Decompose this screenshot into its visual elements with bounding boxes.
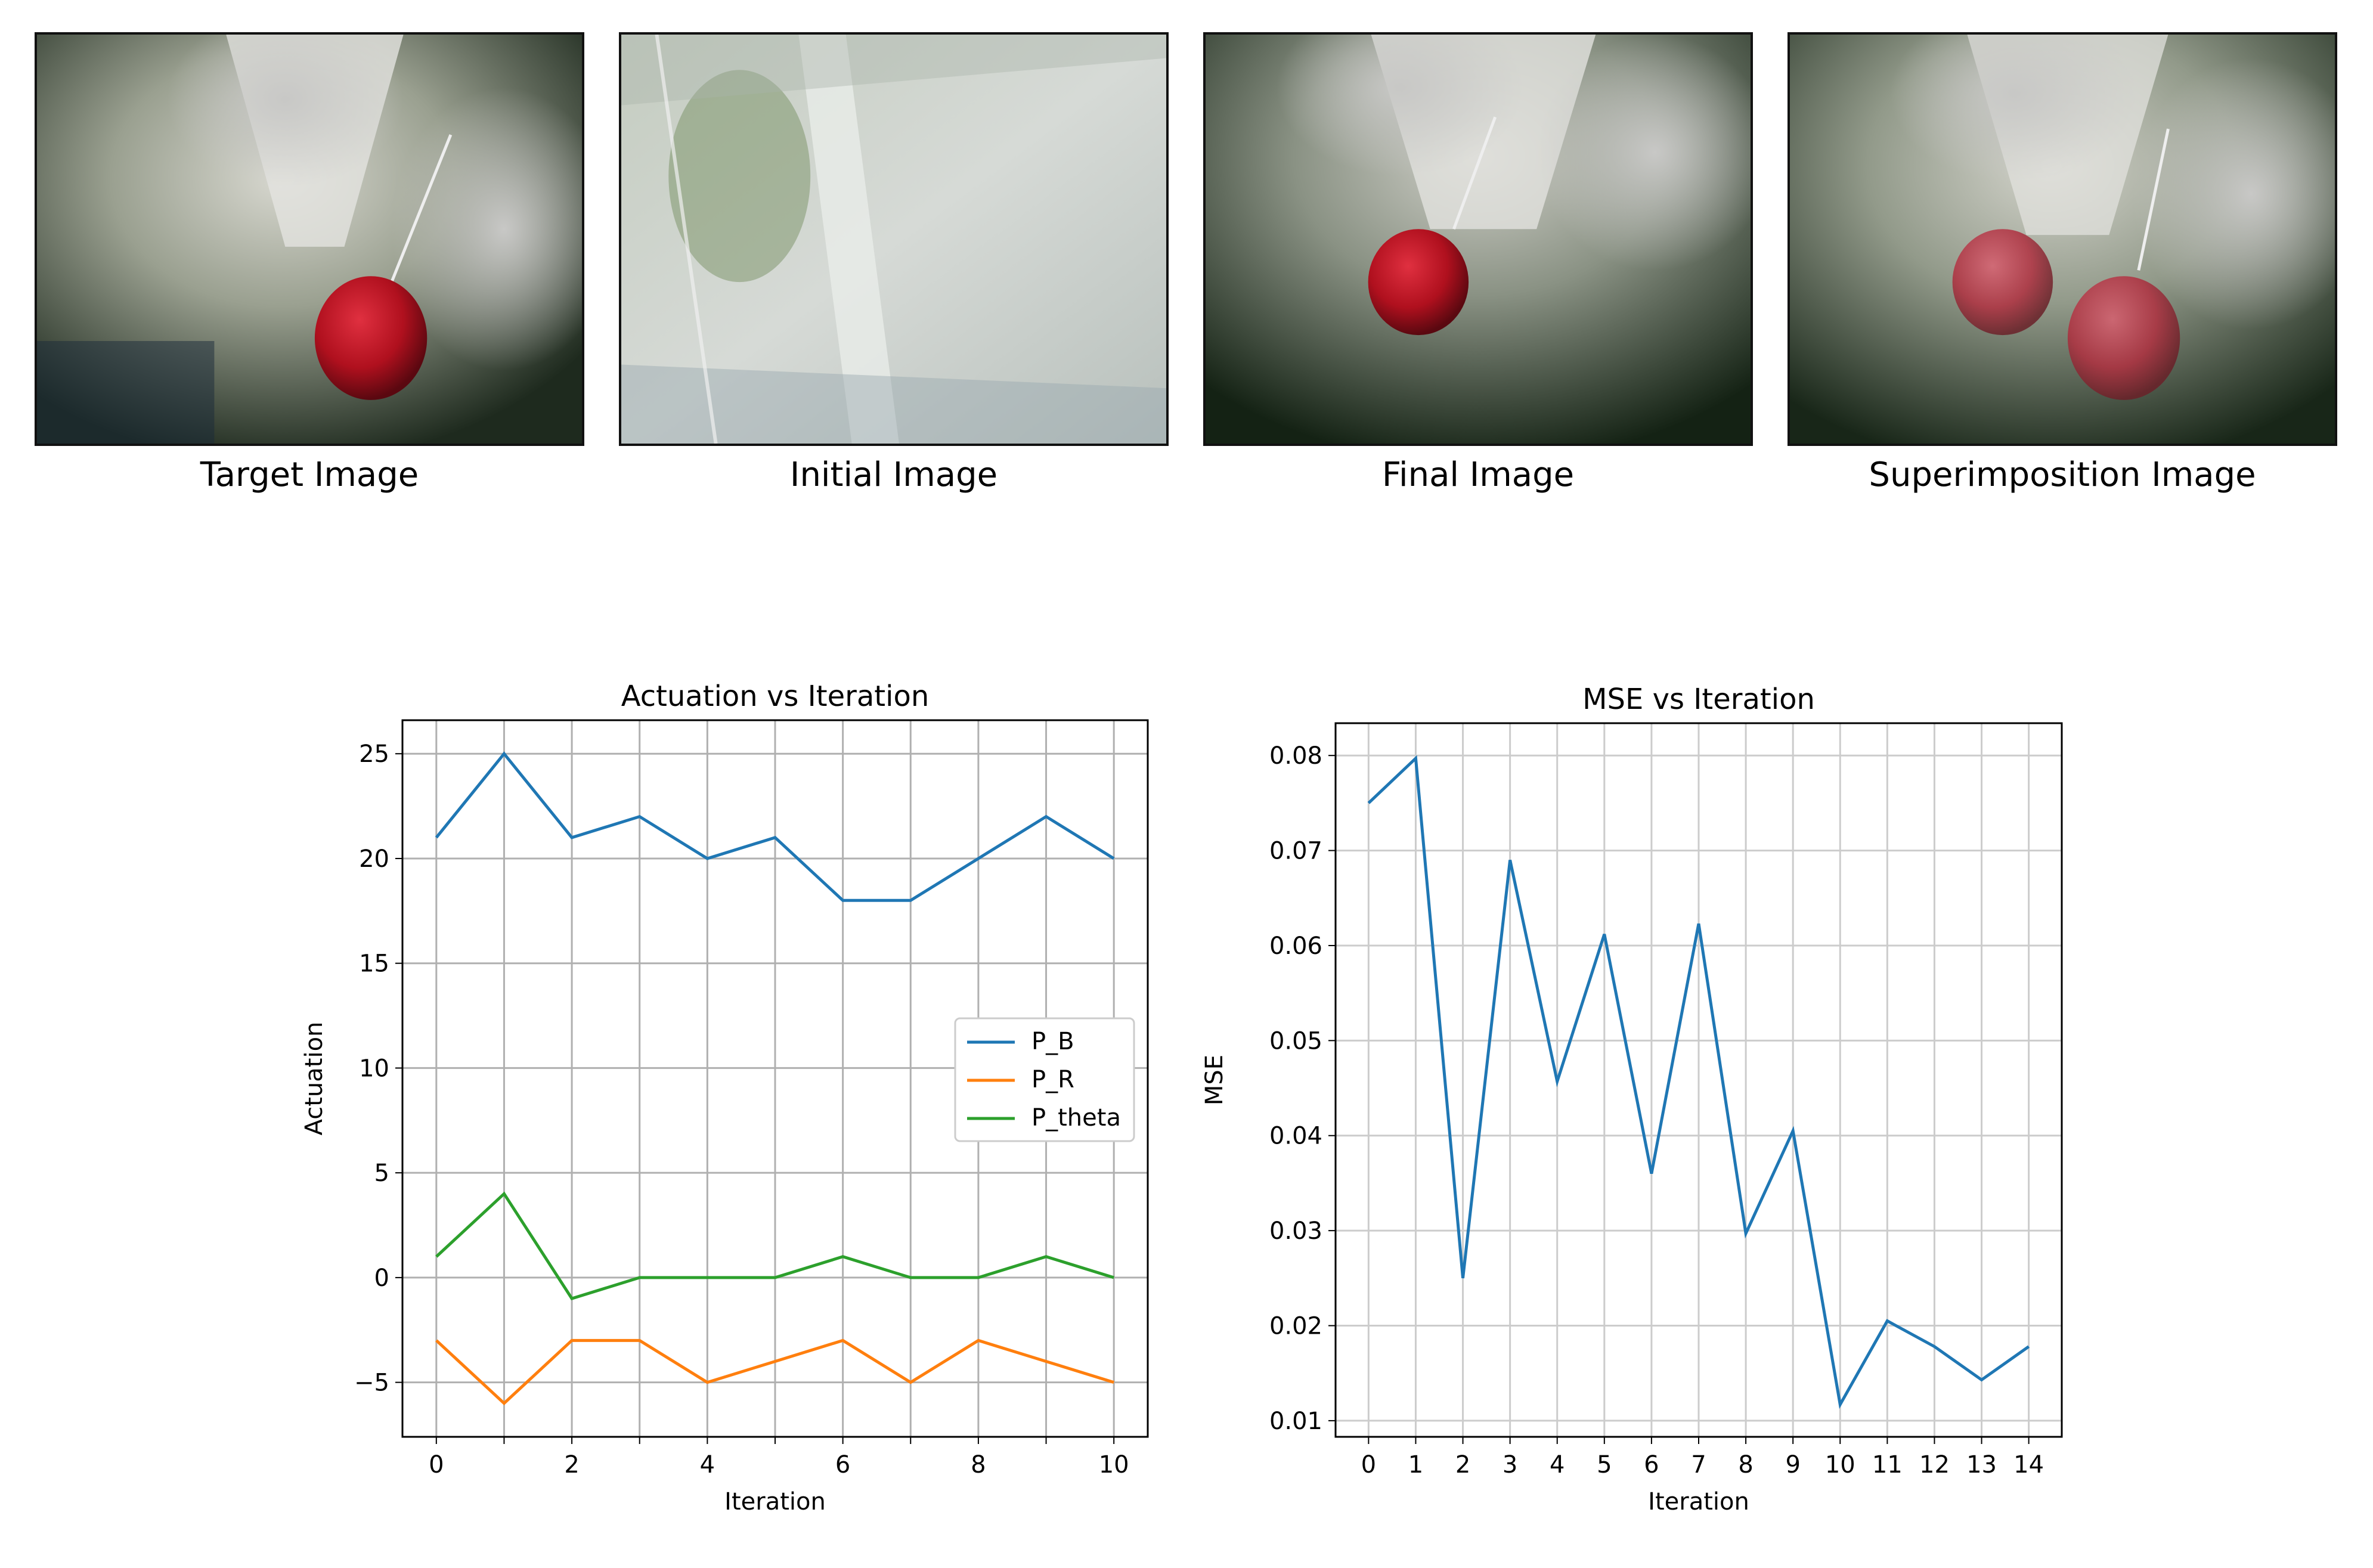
y-tick-label: 25 xyxy=(359,740,389,768)
legend-label-P_B: P_B xyxy=(1031,1028,1074,1055)
y-tick-label: 10 xyxy=(359,1055,389,1082)
x-tick-label: 7 xyxy=(1691,1451,1706,1479)
x-tick-label: 10 xyxy=(1825,1451,1855,1479)
final-image-caption: Final Image xyxy=(1381,455,1575,494)
y-axis-label: Actuation xyxy=(301,1022,328,1136)
y-tick-label: 0.01 xyxy=(1269,1408,1322,1435)
legend-label-P_theta: P_theta xyxy=(1031,1104,1121,1132)
x-tick-label: 0 xyxy=(429,1451,444,1479)
x-tick-label: 3 xyxy=(1503,1451,1517,1479)
target-image-caption: Target Image xyxy=(200,455,419,494)
x-tick-label: 1 xyxy=(1408,1451,1423,1479)
x-tick-label: 8 xyxy=(971,1451,986,1479)
y-tick-label: 15 xyxy=(359,950,389,978)
superimposition-image-panel xyxy=(1788,32,2337,446)
y-tick-label: 0.08 xyxy=(1269,742,1322,770)
series-line-P_theta xyxy=(435,1191,1114,1300)
superimposition-image-caption: Superimposition Image xyxy=(1869,455,2256,494)
x-tick-label: 6 xyxy=(1644,1451,1659,1479)
legend-label-P_R: P_R xyxy=(1031,1066,1074,1093)
x-tick-label: 2 xyxy=(1455,1451,1470,1479)
target-image-panel xyxy=(35,32,584,446)
initial-image-caption: Initial Image xyxy=(789,455,998,494)
y-tick-label: 0.05 xyxy=(1269,1027,1322,1055)
x-tick-label: 9 xyxy=(1785,1451,1800,1479)
x-tick-label: 2 xyxy=(564,1451,579,1479)
superimposition-image-photo xyxy=(1790,35,2335,444)
final-image-panel xyxy=(1203,32,1753,446)
y-tick-label: 0 xyxy=(374,1265,389,1292)
y-tick-label: 0.07 xyxy=(1269,838,1322,865)
x-axis-label: Iteration xyxy=(724,1488,826,1516)
y-tick-label: 0.06 xyxy=(1269,932,1322,960)
target-image-photo xyxy=(37,35,582,444)
x-tick-label: 5 xyxy=(1597,1451,1612,1479)
x-axis-label: Iteration xyxy=(1648,1488,1749,1516)
x-tick-label: 0 xyxy=(1361,1451,1376,1479)
y-tick-label: 0.04 xyxy=(1269,1123,1322,1150)
final-image-photo xyxy=(1206,35,1751,444)
legend-box xyxy=(954,1017,1135,1142)
x-tick-label: 11 xyxy=(1872,1451,1903,1479)
series-line-P_R xyxy=(435,1338,1114,1406)
x-tick-label: 13 xyxy=(1966,1451,1997,1479)
chart-title: Actuation vs Iteration xyxy=(621,680,930,713)
x-tick-label: 8 xyxy=(1738,1451,1753,1479)
x-tick-label: 6 xyxy=(835,1451,850,1479)
x-tick-label: 12 xyxy=(1919,1451,1950,1479)
x-tick-label: 10 xyxy=(1099,1451,1129,1479)
x-tick-label: 14 xyxy=(2013,1451,2044,1479)
y-tick-label: 0.03 xyxy=(1269,1217,1322,1245)
chart-title: MSE vs Iteration xyxy=(1582,683,1815,716)
y-tick-label: 0.02 xyxy=(1269,1313,1322,1340)
initial-image-panel xyxy=(619,32,1169,446)
initial-image-photo xyxy=(621,35,1166,444)
series-line-P_B xyxy=(435,751,1115,902)
x-tick-label: 4 xyxy=(700,1451,715,1479)
y-axis-label: MSE xyxy=(1201,1055,1228,1105)
x-tick-label: 4 xyxy=(1550,1451,1565,1479)
series-line-mse-0 xyxy=(1367,755,2030,1409)
y-tick-label: 5 xyxy=(374,1160,389,1187)
y-tick-label: −5 xyxy=(354,1369,389,1397)
y-tick-label: 20 xyxy=(359,845,389,873)
